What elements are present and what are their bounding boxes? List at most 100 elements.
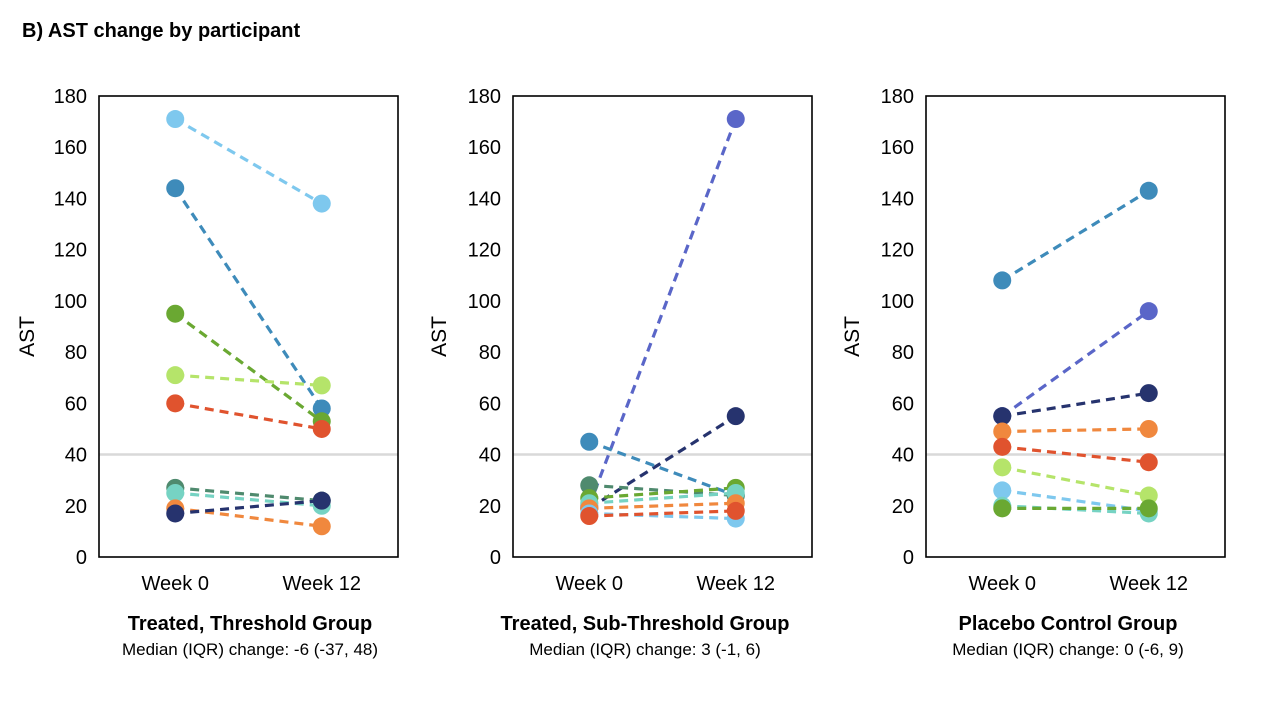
series-line [589, 501, 736, 510]
chart-3-caption: Placebo Control Group Median (IQR) chang… [858, 613, 1272, 660]
x-tick-label: Week 12 [696, 573, 775, 595]
y-tick-label: 120 [881, 240, 914, 262]
series-line [175, 506, 322, 528]
series-line [589, 491, 736, 505]
x-tick-label: Week 0 [556, 573, 623, 595]
y-tick-label: 100 [468, 291, 501, 313]
data-point [166, 366, 185, 385]
series-line [589, 486, 736, 500]
chart-1-caption: Treated, Threshold Group Median (IQR) ch… [40, 613, 460, 660]
y-tick-label: 100 [881, 291, 914, 313]
y-tick-label: 120 [54, 240, 87, 262]
y-tick-label: 40 [65, 445, 87, 467]
y-tick-label: 180 [881, 86, 914, 108]
y-axis-label: AST [841, 316, 864, 357]
chart-1: 0 20 40 60 80 100 120 140 160 180 AST Week 0 Week 12 [16, 86, 399, 595]
data-point [1139, 499, 1158, 518]
chart-2-caption: Treated, Sub-Threshold Group Median (IQR… [435, 613, 855, 660]
x-tick-label: Week 12 [1109, 573, 1188, 595]
y-tick-label: 80 [892, 342, 914, 364]
data-point [726, 110, 745, 129]
y-tick-label: 160 [54, 137, 87, 159]
plot-frame [925, 95, 1226, 558]
series-line [589, 511, 736, 521]
series-line [1002, 427, 1149, 434]
data-point [580, 432, 599, 451]
data-point [993, 407, 1012, 426]
chart-1-group-title: Treated, Threshold Group [127, 613, 373, 635]
data-point [993, 481, 1012, 500]
chart-3-median-change: Median (IQR) change: 0 (-6, 9) [952, 640, 1184, 659]
chart-3-group-title: Placebo Control Group [958, 613, 1178, 635]
series-line [588, 440, 737, 498]
data-point [1139, 302, 1158, 321]
data-point [312, 399, 331, 418]
series-line [1001, 391, 1150, 418]
y-tick-label: 160 [468, 137, 501, 159]
figure-title: B) AST change by participant [22, 20, 301, 42]
y-tick-label: 60 [65, 393, 87, 415]
data-point [993, 422, 1012, 441]
data-point [726, 407, 745, 426]
series-line [175, 373, 322, 388]
y-axis-label: AST [428, 316, 451, 357]
data-point [580, 476, 599, 495]
data-point [580, 507, 599, 526]
series-line [1001, 465, 1150, 498]
plot-frame [98, 95, 399, 558]
series-line [174, 401, 323, 431]
chart-2-median-change: Median (IQR) change: 3 (-1, 6) [529, 640, 761, 659]
data-point [312, 194, 331, 213]
series-line [175, 486, 322, 503]
y-tick-label: 20 [65, 496, 87, 518]
x-tick-label: Week 0 [969, 573, 1036, 595]
data-point [166, 394, 185, 413]
x-tick-label: Week 0 [142, 573, 209, 595]
data-point [993, 271, 1012, 290]
data-point [1139, 384, 1158, 403]
y-tick-label: 40 [892, 445, 914, 467]
y-tick-label: 100 [54, 291, 87, 313]
y-tick-label: 40 [479, 445, 501, 467]
series-line [1001, 189, 1150, 282]
y-tick-label: 140 [468, 188, 501, 210]
chart-2: 0 20 40 60 80 100 120 140 160 180 AST Week 0 Week 12 [428, 86, 813, 595]
y-tick-label: 180 [468, 86, 501, 108]
y-tick-label: 160 [881, 137, 914, 159]
data-point [993, 499, 1012, 518]
y-tick-label: 180 [54, 86, 87, 108]
y-tick-label: 140 [881, 188, 914, 210]
data-point [166, 110, 185, 129]
y-tick-label: 0 [903, 547, 914, 569]
y-tick-label: 80 [479, 342, 501, 364]
y-tick-label: 0 [490, 547, 501, 569]
series-line [589, 509, 736, 518]
data-point [166, 304, 185, 323]
data-point [166, 179, 185, 198]
plot-frame [512, 95, 813, 558]
data-point [1139, 486, 1158, 505]
y-tick-label: 20 [892, 496, 914, 518]
data-point [312, 491, 331, 510]
series-line [1001, 309, 1150, 418]
y-tick-label: 20 [479, 496, 501, 518]
series-line [174, 312, 323, 423]
y-tick-label: 0 [76, 547, 87, 569]
y-axis-label: AST [16, 316, 39, 357]
data-point [166, 504, 185, 523]
chart-3: 0 20 40 60 80 100 120 140 160 180 AST Week 0 Week 12 [841, 86, 1226, 595]
x-tick-label: Week 12 [282, 573, 361, 595]
series-line [1002, 445, 1149, 464]
y-tick-label: 60 [892, 393, 914, 415]
y-tick-label: 140 [54, 188, 87, 210]
y-tick-label: 60 [479, 393, 501, 415]
series-line [175, 499, 322, 516]
data-point [312, 376, 331, 395]
data-point [1139, 453, 1158, 472]
data-point [312, 419, 331, 438]
series-line [1002, 504, 1149, 516]
y-tick-label: 80 [65, 342, 87, 364]
data-point [726, 501, 745, 520]
data-point [993, 458, 1012, 477]
